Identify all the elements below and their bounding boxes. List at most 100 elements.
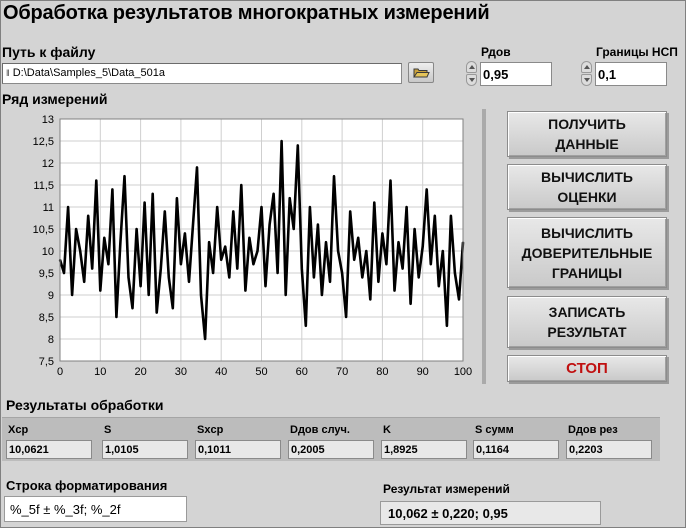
format-string-input[interactable]: %_5f ± %_3f; %_2f [4, 496, 187, 522]
data-point [155, 311, 158, 314]
data-point [304, 324, 307, 327]
result-value: 10,0621 [6, 440, 92, 459]
data-point [139, 285, 142, 288]
path-type-icon: ǁ [6, 68, 10, 78]
data-point [212, 272, 215, 274]
data-point [200, 294, 202, 296]
nsp-input[interactable]: 0,1 [595, 62, 667, 86]
data-point [317, 223, 319, 226]
x-tick-label: 0 [57, 366, 63, 378]
data-point [308, 206, 311, 208]
data-point [437, 285, 440, 288]
result-sxavg: Sxср 0,1011 [191, 418, 285, 462]
increment-icon[interactable] [466, 61, 477, 73]
data-point [95, 179, 98, 182]
calc-confidence-bounds-button[interactable]: ВЫЧИСЛИТЬ ДОВЕРИТЕЛЬНЫЕ ГРАНИЦЫ [507, 217, 667, 288]
result-caption: Sxср [197, 424, 224, 436]
data-point [429, 263, 432, 266]
plot-border [59, 118, 464, 362]
data-point [401, 267, 404, 270]
x-tick-label: 10 [94, 366, 106, 378]
data-point [441, 250, 444, 252]
data-point [143, 201, 146, 204]
result-dconf-random: Dдов случ. 0,2005 [284, 418, 378, 462]
y-tick-label: 11 [43, 202, 54, 214]
pdov-label: Рдов [481, 45, 511, 59]
data-point [260, 206, 263, 208]
data-point [119, 241, 122, 244]
pdov-spinner[interactable] [465, 61, 478, 87]
x-tick-label: 20 [134, 366, 146, 378]
measurement-result-value: 10,062 ± 0,220; 0,95 [380, 501, 601, 525]
data-point [417, 276, 420, 279]
results-panel: Xср 10,0621 S 1,0105 Sxср 0,1011 Dдов сл… [2, 417, 660, 461]
data-point [381, 232, 384, 235]
nsp-control[interactable]: 0,1 [580, 61, 668, 87]
data-point [163, 210, 166, 213]
data-point [83, 280, 86, 283]
data-point [321, 294, 323, 296]
pdov-input[interactable]: 0,95 [480, 62, 552, 86]
y-tick-label: 7,5 [39, 356, 54, 368]
data-point [268, 223, 271, 226]
data-point [397, 241, 400, 244]
data-point [373, 201, 376, 204]
data-point [409, 302, 412, 305]
data-point [421, 245, 424, 248]
nsp-spinner[interactable] [580, 61, 593, 87]
data-point [450, 214, 452, 217]
decrement-icon[interactable] [581, 74, 592, 86]
data-point [337, 250, 339, 252]
result-caption: S [104, 424, 112, 436]
increment-icon[interactable] [581, 61, 592, 73]
write-result-button[interactable]: ЗАПИСАТЬ РЕЗУЛЬТАТ [507, 296, 667, 348]
data-point [284, 294, 287, 296]
x-tick-label: 90 [417, 366, 429, 378]
calc-estimates-button[interactable]: ВЫЧИСЛИТЬ ОЦЕНКИ [507, 164, 667, 210]
y-tick-label: 10 [42, 246, 54, 258]
data-point [135, 228, 138, 230]
data-point [167, 276, 170, 279]
data-point [224, 245, 227, 248]
get-data-button[interactable]: ПОЛУЧИТЬ ДАННЫЕ [507, 111, 667, 157]
browse-button[interactable] [408, 62, 434, 83]
y-tick-label: 12,5 [33, 136, 54, 148]
file-path-value: D:\Data\Samples_5\Data_501a [12, 67, 165, 79]
data-point [357, 236, 360, 239]
y-tick-label: 9,5 [39, 268, 54, 280]
data-point [280, 140, 283, 142]
measurement-chart: 0 10 20 30 40 50 60 70 80 90 100 7,5 8 8,5 9 9,5 10 10,5 1… [33, 114, 473, 378]
data-point [296, 144, 299, 147]
result-s-sum: S сумм 0,1164 [469, 418, 563, 462]
y-tick-label: 11,5 [33, 180, 54, 192]
file-path-field[interactable]: ǁ D:\Data\Samples_5\Data_501a [2, 63, 402, 84]
data-point [325, 241, 327, 244]
data-point [341, 272, 343, 274]
y-tick-label: 10,5 [33, 224, 54, 236]
data-point [159, 267, 162, 270]
data-point [349, 210, 352, 213]
page-title: Обработка результатов многократных измер… [3, 2, 490, 24]
result-value: 1,0105 [102, 440, 188, 459]
x-tick-label: 30 [175, 366, 187, 378]
data-point [204, 338, 206, 340]
result-xavg: Xср 10,0621 [2, 418, 96, 462]
data-point [425, 188, 428, 191]
x-tick-label: 70 [336, 366, 348, 378]
data-point [71, 294, 73, 296]
data-point [103, 236, 106, 239]
data-point [288, 197, 291, 200]
data-point [433, 214, 436, 217]
decrement-icon[interactable] [466, 74, 477, 86]
data-point [184, 232, 186, 235]
y-tick-label: 8 [48, 334, 54, 346]
data-point [292, 228, 295, 230]
data-point [131, 307, 134, 310]
data-point [454, 272, 456, 274]
result-caption: Xср [8, 424, 29, 436]
data-point [256, 250, 259, 252]
y-tick-label: 9 [48, 290, 54, 302]
stop-button[interactable]: СТОП [507, 355, 667, 382]
pdov-control[interactable]: 0,95 [465, 61, 553, 87]
result-k: K 1,8925 [377, 418, 471, 462]
